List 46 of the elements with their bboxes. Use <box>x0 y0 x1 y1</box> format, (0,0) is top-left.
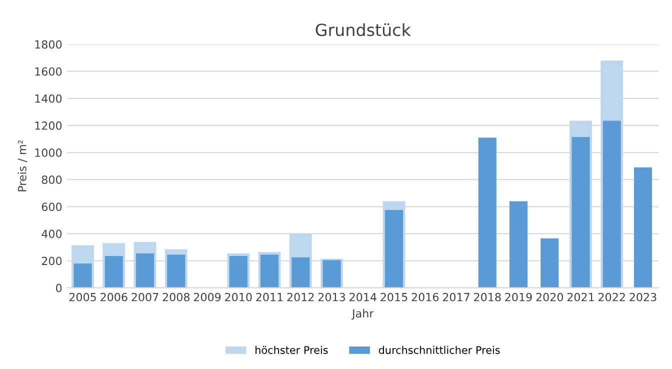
x-axis-title: Jahr <box>351 308 374 320</box>
y-tick-label: 200 <box>42 256 62 266</box>
y-tick-label: 800 <box>42 176 62 184</box>
x-tick-label: 2019 <box>505 292 532 302</box>
x-tick-label: 2011 <box>256 292 283 302</box>
bar <box>136 253 154 288</box>
y-tick-label: 1200 <box>35 121 62 130</box>
bar <box>292 257 310 288</box>
bar <box>104 256 123 288</box>
x-tick-label: 2012 <box>287 292 314 302</box>
y-tick-label: 1400 <box>35 94 62 103</box>
bar <box>572 136 590 288</box>
legend-label: höchster Preis <box>256 346 328 354</box>
x-tick-label: 2022 <box>598 292 625 302</box>
x-tick-label: 2014 <box>350 292 376 302</box>
y-axis-title: Preis / m² <box>18 140 28 192</box>
x-tick-label: 2023 <box>630 292 656 302</box>
x-tick-label: 2020 <box>536 292 564 302</box>
bar <box>634 167 652 288</box>
x-tick-label: 2006 <box>100 292 128 302</box>
y-tick-label: 400 <box>42 230 62 238</box>
y-tick-label: 1800 <box>35 40 62 49</box>
legend-label: durchschnittlicher Preis <box>378 346 500 354</box>
x-tick-label: 2017 <box>442 292 470 302</box>
x-tick-label: 2021 <box>567 292 594 302</box>
y-tick-label: 600 <box>42 202 62 212</box>
x-tick-label: 2018 <box>474 292 501 302</box>
bar <box>540 238 559 288</box>
bar <box>167 254 186 288</box>
x-tick-label: 2009 <box>194 292 221 302</box>
x-tick-label: 2007 <box>132 292 158 302</box>
bar <box>602 120 621 288</box>
x-tick-label: 2015 <box>380 292 408 302</box>
y-tick-label: 1600 <box>35 67 62 76</box>
x-tick-label: 2010 <box>225 292 252 302</box>
bar <box>74 263 92 288</box>
x-tick-label: 2016 <box>412 292 439 302</box>
bar <box>478 138 496 288</box>
bar <box>384 210 404 288</box>
x-tick-label: 2013 <box>318 292 346 302</box>
bar <box>509 201 528 288</box>
chart-title: Grundstück <box>316 23 411 36</box>
x-tick-label: 2005 <box>69 292 96 302</box>
x-tick-label: 2008 <box>162 292 190 302</box>
y-tick-label: 1000 <box>35 148 62 157</box>
y-tick-label: 0 <box>56 284 62 292</box>
